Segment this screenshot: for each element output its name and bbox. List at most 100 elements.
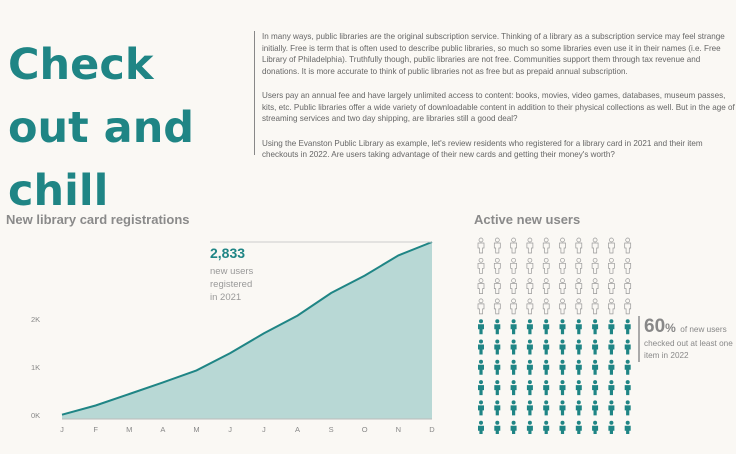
page-headline: Check out and chill xyxy=(8,40,195,216)
registrations-line xyxy=(61,241,433,416)
person-icon-active xyxy=(478,339,484,355)
person-icon-active xyxy=(592,400,599,416)
person-icon-inactive xyxy=(493,237,501,254)
person-icon-grid xyxy=(477,237,632,434)
person-icon-inactive xyxy=(591,257,599,274)
person-icon-active xyxy=(575,319,582,335)
person-icon-inactive xyxy=(477,237,485,254)
person-icon-inactive xyxy=(542,278,550,294)
person-icon-active xyxy=(526,319,533,335)
person-icon-inactive xyxy=(493,278,501,294)
person-icon-active xyxy=(526,359,533,375)
person-icon-active xyxy=(592,319,599,335)
x-tick-label: O xyxy=(362,425,368,434)
person-icon-inactive xyxy=(624,278,632,294)
person-icon-inactive xyxy=(624,298,632,315)
person-icon-inactive xyxy=(510,237,517,254)
person-icon-active xyxy=(624,400,631,416)
x-tick-label: J xyxy=(262,425,266,434)
person-icon-inactive xyxy=(624,237,632,254)
person-icon-active xyxy=(608,400,615,416)
registrations-chart-title: New library card registrations xyxy=(6,212,190,227)
person-icon-active xyxy=(494,339,501,355)
y-axis-ticks: 0K 1K 2K xyxy=(31,315,40,420)
person-icon-active xyxy=(624,380,631,396)
person-icon-active xyxy=(526,339,533,355)
intro-paragraph-3: Using the Evanston Public Library as exa… xyxy=(262,138,703,160)
x-tick-label: A xyxy=(160,425,165,434)
annotation-value: 2,833 xyxy=(210,245,245,261)
person-icon-active xyxy=(624,420,631,434)
person-icon-inactive xyxy=(608,257,615,274)
person-icon-inactive xyxy=(559,257,566,274)
person-icon-active xyxy=(478,319,484,335)
person-icon-active xyxy=(624,339,631,355)
person-icon-active xyxy=(478,359,484,375)
person-icon-active xyxy=(559,339,566,355)
person-icon-active xyxy=(478,400,484,416)
person-icon-active xyxy=(543,400,550,416)
person-icon-active xyxy=(510,380,517,396)
person-icon-inactive xyxy=(608,298,615,315)
person-icon-active xyxy=(543,359,550,375)
intro-paragraph-1: In many ways, public libraries are the o… xyxy=(262,32,725,76)
person-icon-inactive xyxy=(591,278,599,294)
active-users-stat: 60% of new users checked out at least on… xyxy=(638,316,736,362)
person-icon-active xyxy=(575,380,582,396)
person-icon-inactive xyxy=(542,257,550,274)
person-icon-active xyxy=(494,319,501,335)
x-tick-label: D xyxy=(429,425,435,434)
person-icon-inactive xyxy=(608,237,615,254)
person-icon-inactive xyxy=(526,257,534,274)
person-icon-active xyxy=(559,359,566,375)
intro-paragraph-2: Users pay an annual fee and have largely… xyxy=(262,91,735,123)
person-icon-active xyxy=(510,319,517,335)
person-icon-inactive xyxy=(559,298,566,315)
person-icon-active xyxy=(608,319,615,335)
person-icon-inactive xyxy=(559,278,566,294)
person-icon-inactive xyxy=(608,278,615,294)
person-icon-inactive xyxy=(575,298,583,315)
person-icon-active xyxy=(478,420,484,434)
y-tick-label: 2K xyxy=(31,315,40,324)
person-icon-active xyxy=(559,400,566,416)
person-icon-inactive xyxy=(526,237,534,254)
stat-text-inline: of new users xyxy=(680,325,727,334)
x-tick-label: F xyxy=(93,425,98,434)
person-icon-active xyxy=(559,420,566,434)
y-tick-label: 1K xyxy=(31,363,40,372)
x-tick-label: A xyxy=(295,425,300,434)
y-tick-label: 0K xyxy=(31,411,40,420)
person-icon-active xyxy=(575,339,582,355)
intro-text: In many ways, public libraries are the o… xyxy=(254,31,736,159)
stat-text-rest: checked out at least one item in 2022 xyxy=(644,339,733,360)
person-icon-active xyxy=(559,380,566,396)
person-icon-active xyxy=(608,359,615,375)
x-tick-label: N xyxy=(396,425,401,434)
person-icon-active xyxy=(543,339,550,355)
person-icon-inactive xyxy=(526,278,534,294)
person-icon-active xyxy=(624,359,631,375)
annotation-line-3: in 2021 xyxy=(210,292,241,303)
person-icon-active xyxy=(592,339,599,355)
person-icon-inactive xyxy=(477,278,485,294)
person-icon-active xyxy=(510,339,517,355)
stat-value: 60 xyxy=(644,316,666,337)
person-icon-active xyxy=(543,380,550,396)
person-icon-inactive xyxy=(575,237,583,254)
x-tick-label: J xyxy=(228,425,232,434)
person-icon-active xyxy=(608,339,615,355)
person-icon-active xyxy=(575,420,582,434)
person-icon-active xyxy=(608,380,615,396)
person-icon-active xyxy=(592,359,599,375)
person-icon-inactive xyxy=(477,257,485,274)
person-icon-active xyxy=(592,380,599,396)
person-icon-active xyxy=(510,420,517,434)
person-icon-active xyxy=(526,380,533,396)
person-icon-active xyxy=(494,380,501,396)
annotation-line-2: registered xyxy=(210,279,252,290)
person-icon-active xyxy=(526,420,533,434)
person-icon-active xyxy=(543,319,550,335)
stat-unit: % xyxy=(665,321,676,335)
